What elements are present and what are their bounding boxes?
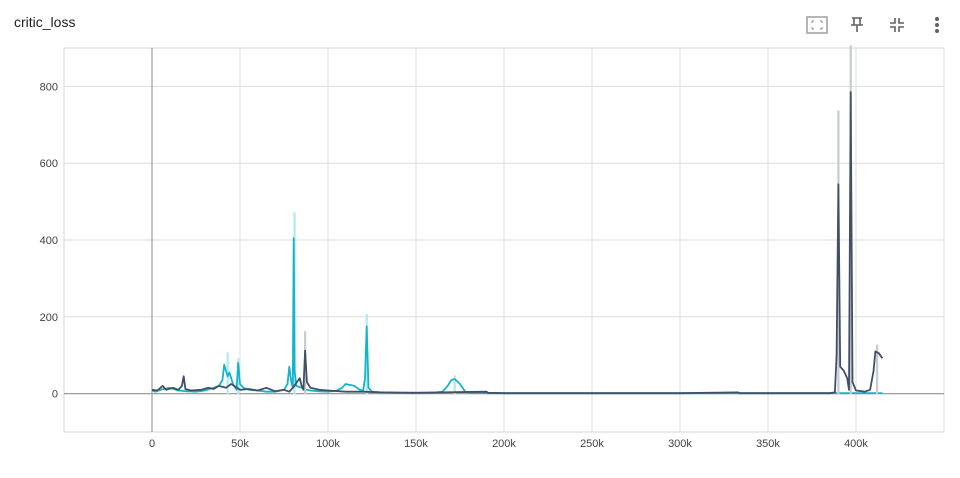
fit-domain-icon [806, 16, 828, 34]
x-tick-label: 200k [492, 438, 516, 450]
y-tick-label: 400 [40, 235, 58, 247]
y-tick-label: 0 [52, 389, 58, 401]
more-vert-icon [935, 17, 939, 33]
chart-grid [63, 47, 945, 433]
more-options-button[interactable] [924, 12, 950, 38]
y-tick-label: 200 [40, 312, 58, 324]
pin-icon [851, 17, 863, 32]
x-tick-label: 150k [404, 438, 428, 450]
x-tick-label: 100k [316, 438, 340, 450]
pin-button[interactable] [844, 12, 870, 38]
x-tick-label: 0 [149, 438, 155, 450]
chart-toolbar [804, 12, 950, 38]
collapse-button[interactable] [884, 12, 910, 38]
x-tick-label: 250k [580, 438, 604, 450]
chart-title: critic_loss [14, 14, 76, 30]
fit-domain-button[interactable] [804, 12, 830, 38]
x-tick-label: 350k [756, 438, 780, 450]
y-tick-label: 600 [40, 158, 58, 170]
chart-series [151, 44, 884, 395]
series-2-line[interactable] [151, 91, 884, 395]
series-1-line[interactable] [151, 237, 883, 395]
y-tick-label: 800 [40, 81, 58, 93]
x-tick-label: 50k [231, 438, 249, 450]
chart-ticks: 0 50k 100k 150k 200k 250k 300k 350k 400k 0 200 400 6… [40, 81, 869, 450]
x-tick-label: 400k [844, 438, 868, 450]
collapse-icon [890, 18, 904, 32]
x-tick-label: 300k [668, 438, 692, 450]
